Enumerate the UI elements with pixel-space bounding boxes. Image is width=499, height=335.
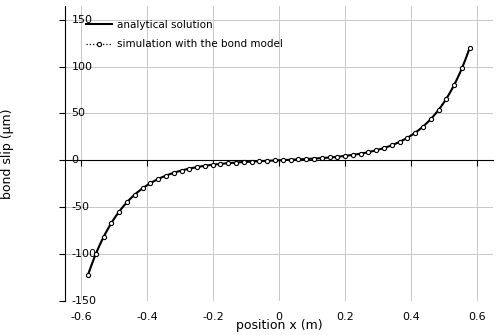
simulation with the bond model <box>171 171 177 175</box>
Text: 50: 50 <box>71 109 85 118</box>
simulation with the bond model <box>225 161 231 165</box>
simulation with the bond model <box>124 200 130 204</box>
analytical solution <box>153 178 159 182</box>
Text: position x (m): position x (m) <box>236 319 322 332</box>
analytical solution <box>85 273 91 277</box>
simulation with the bond model <box>459 66 465 70</box>
simulation with the bond model <box>311 156 317 160</box>
simulation with the bond model <box>256 159 262 163</box>
simulation with the bond model <box>381 146 387 150</box>
Text: 0.4: 0.4 <box>402 312 420 322</box>
analytical solution <box>310 157 316 161</box>
simulation with the bond model <box>350 153 356 157</box>
simulation with the bond model <box>280 158 286 162</box>
analytical solution <box>340 154 346 158</box>
simulation with the bond model <box>358 152 364 156</box>
simulation with the bond model <box>272 158 278 162</box>
simulation with the bond model <box>249 159 254 163</box>
simulation with the bond model <box>389 143 395 147</box>
analytical solution <box>257 159 263 163</box>
simulation with the bond model <box>428 117 434 121</box>
simulation with the bond model <box>241 160 247 164</box>
Text: -100: -100 <box>71 249 96 259</box>
simulation with the bond model <box>140 186 146 190</box>
Y-axis label: bond slip (μm): bond slip (μm) <box>0 108 13 199</box>
analytical solution <box>183 167 189 171</box>
simulation with the bond model <box>186 166 192 171</box>
simulation with the bond model <box>163 174 169 178</box>
simulation with the bond model <box>93 252 99 256</box>
analytical solution <box>467 46 473 50</box>
Text: -0.2: -0.2 <box>203 312 224 322</box>
simulation with the bond model <box>365 150 371 154</box>
simulation with the bond model <box>264 159 270 163</box>
simulation with the bond model <box>194 165 200 169</box>
simulation with the bond model <box>116 209 122 213</box>
simulation with the bond model <box>108 221 114 225</box>
simulation with the bond model <box>319 156 325 160</box>
simulation with the bond model <box>467 46 473 50</box>
simulation with the bond model <box>303 157 309 161</box>
simulation with the bond model <box>334 155 340 159</box>
Text: 0: 0 <box>71 155 78 165</box>
simulation with the bond model <box>101 235 107 239</box>
simulation with the bond model <box>451 83 457 87</box>
simulation with the bond model <box>132 193 138 197</box>
Line: simulation with the bond model: simulation with the bond model <box>86 46 472 277</box>
simulation with the bond model <box>147 181 153 185</box>
Legend: analytical solution, simulation with the bond model: analytical solution, simulation with the… <box>83 17 286 52</box>
simulation with the bond model <box>373 148 379 152</box>
simulation with the bond model <box>295 157 301 161</box>
simulation with the bond model <box>287 158 293 162</box>
Text: -150: -150 <box>71 296 96 306</box>
simulation with the bond model <box>85 273 91 277</box>
simulation with the bond model <box>420 125 426 129</box>
Text: 150: 150 <box>71 15 92 25</box>
analytical solution <box>372 148 378 152</box>
Text: -0.6: -0.6 <box>71 312 92 322</box>
simulation with the bond model <box>443 97 449 101</box>
Text: 100: 100 <box>71 62 92 71</box>
simulation with the bond model <box>404 136 410 140</box>
simulation with the bond model <box>155 177 161 181</box>
simulation with the bond model <box>218 162 224 166</box>
simulation with the bond model <box>210 163 216 167</box>
Line: analytical solution: analytical solution <box>88 48 470 275</box>
Text: 0.2: 0.2 <box>336 312 354 322</box>
simulation with the bond model <box>233 160 239 164</box>
simulation with the bond model <box>179 169 185 173</box>
simulation with the bond model <box>202 164 208 168</box>
simulation with the bond model <box>412 131 418 135</box>
Text: -0.4: -0.4 <box>137 312 158 322</box>
simulation with the bond model <box>397 140 403 144</box>
Text: 0.6: 0.6 <box>468 312 486 322</box>
simulation with the bond model <box>342 154 348 158</box>
Text: 0: 0 <box>276 312 283 322</box>
Text: -50: -50 <box>71 202 89 212</box>
simulation with the bond model <box>326 155 332 159</box>
simulation with the bond model <box>436 108 442 112</box>
